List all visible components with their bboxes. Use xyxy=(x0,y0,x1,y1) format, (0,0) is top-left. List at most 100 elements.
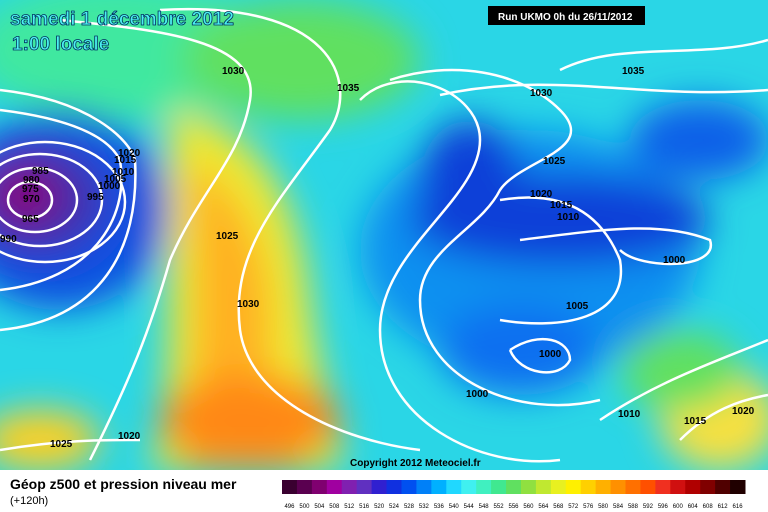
colorbar-label: 568 xyxy=(553,504,564,510)
isobar-label: 1020 xyxy=(530,189,553,200)
colorbar-cell xyxy=(371,480,388,494)
colorbar-cell xyxy=(700,480,716,494)
colorbar-label: 572 xyxy=(568,504,579,510)
run: Run UKMO 0h du 26/11/2012 xyxy=(498,12,633,23)
isobar-label: 970 xyxy=(23,194,40,205)
isobar-label: 980 xyxy=(23,175,40,186)
colorbar-label: 536 xyxy=(434,504,445,510)
colorbar-cell xyxy=(401,480,417,494)
colorbar-cell xyxy=(341,480,358,494)
isobar-label: 1020 xyxy=(732,406,755,417)
isobar-label: 1015 xyxy=(684,416,707,427)
colorbar-label: 516 xyxy=(359,504,370,510)
colorbar-cell xyxy=(535,480,552,494)
colorbar-label: 496 xyxy=(284,504,295,510)
colorbar-label: 524 xyxy=(389,504,400,510)
isobar-label: 975 xyxy=(22,184,39,195)
colorbar-label: 600 xyxy=(673,504,684,510)
colorbar-label: 532 xyxy=(419,504,430,510)
time: 1:00 locale xyxy=(12,34,109,55)
colorbar-cell xyxy=(506,480,522,494)
isobar-label: 1010 xyxy=(618,409,641,420)
isobar-label: 1010 xyxy=(112,167,135,178)
isobar-label: 1030 xyxy=(530,88,553,99)
isobar-label: 1005 xyxy=(566,301,589,312)
isobar-label: 1000 xyxy=(466,389,489,400)
run-box xyxy=(488,6,645,25)
colorbar-cell xyxy=(446,480,462,494)
colorbar-cell xyxy=(625,480,641,494)
colorbar-cell xyxy=(580,480,597,494)
colorbar-label: 548 xyxy=(479,504,490,510)
isobar-label: 995 xyxy=(87,192,104,203)
isobar-label: 1025 xyxy=(543,156,566,167)
isobar-label: 965 xyxy=(22,214,39,225)
colorbar-label: 556 xyxy=(508,504,519,510)
isobar-label: 1030 xyxy=(222,66,245,77)
colorbar-label: 612 xyxy=(718,504,729,510)
colorbar-cell xyxy=(670,480,686,494)
colorbar-cell xyxy=(685,480,701,494)
isobars xyxy=(0,7,768,463)
isobar-label: 1005 xyxy=(104,174,127,185)
isobar-label: 1035 xyxy=(337,83,360,94)
date: samedi 1 décembre 2012 xyxy=(10,9,234,30)
colorbar-cell xyxy=(282,480,298,494)
colorbar-label: 588 xyxy=(628,504,639,510)
colorbar-label: 616 xyxy=(733,504,744,510)
isobar-label: 1000 xyxy=(539,349,562,360)
colorbar-cell xyxy=(610,480,627,494)
colorbar-label: 608 xyxy=(703,504,714,510)
colorbar-cell xyxy=(715,480,731,494)
colorbar-label: 596 xyxy=(658,504,669,510)
colorbar-label: 604 xyxy=(688,504,699,510)
colorbar-cell xyxy=(550,480,567,494)
colorbar-label: 500 xyxy=(299,504,310,510)
isobar-label: 1030 xyxy=(237,299,260,310)
colorbar-label: 552 xyxy=(494,504,505,510)
isobar-label: 990 xyxy=(0,234,17,245)
colorbar-cell xyxy=(565,480,582,494)
colorbar-label: 504 xyxy=(314,504,325,510)
footer-subtitle: (+120h) xyxy=(10,495,48,507)
colorbar-cell xyxy=(520,480,537,494)
colorbar-label: 508 xyxy=(329,504,340,510)
colorbar-label: 520 xyxy=(374,504,385,510)
isobar-label: 1025 xyxy=(50,439,73,450)
colorbar-cell xyxy=(326,480,343,494)
colorbar-label: 580 xyxy=(598,504,609,510)
isobar-label: 1015 xyxy=(550,200,573,211)
colorbar-cell xyxy=(730,480,746,494)
colorbar-cell xyxy=(595,480,612,494)
colorbar-cell xyxy=(461,480,477,494)
isobar-label: 1020 xyxy=(118,431,141,442)
colorbar-cell xyxy=(311,480,328,494)
colorbar-label: 544 xyxy=(464,504,475,510)
colorbar-cell xyxy=(416,480,432,494)
isobar-label: 1025 xyxy=(216,231,239,242)
colorbar-label: 584 xyxy=(613,504,624,510)
colorbar-cell xyxy=(476,480,492,494)
colorbar-cell xyxy=(491,480,507,494)
isobar-label: 1020 xyxy=(118,148,141,159)
colorbar-label: 528 xyxy=(404,504,415,510)
colorbar-cell xyxy=(655,480,671,494)
colorbar-cell xyxy=(296,480,313,494)
isobar-label: 1035 xyxy=(622,66,645,77)
isobar-label: 1015 xyxy=(114,155,137,166)
colorbar-label: 512 xyxy=(344,504,355,510)
isobar-label: 1000 xyxy=(98,181,121,192)
colorbar-label: 564 xyxy=(538,504,549,510)
colorbar-label: 576 xyxy=(583,504,594,510)
isobar-label: 1000 xyxy=(663,255,686,266)
colorbar-label: 592 xyxy=(643,504,654,510)
colorbar-label: 540 xyxy=(449,504,460,510)
colorbar: 496 500 504 508 512 516 520 524 528 532 536 540 544 5… xyxy=(282,480,746,510)
copyright: Copyright 2012 Meteociel.fr xyxy=(350,458,481,469)
colorbar-cell xyxy=(386,480,402,494)
colorbar-cell xyxy=(431,480,447,494)
colorbar-cell xyxy=(356,480,373,494)
colorbar-label: 560 xyxy=(523,504,534,510)
